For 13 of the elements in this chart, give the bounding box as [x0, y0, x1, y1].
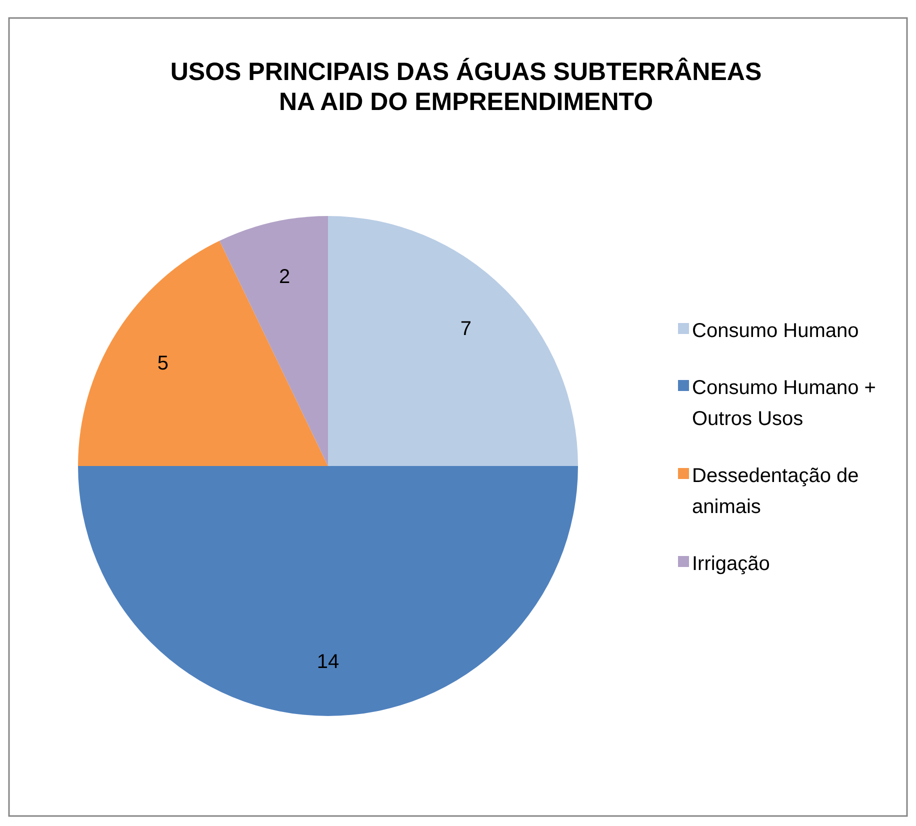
legend-label: Consumo Humano + Outros Usos — [692, 377, 876, 430]
legend-label: Irrigação — [692, 553, 770, 575]
legend-label: Dessedentação de animais — [692, 465, 859, 518]
data-label: 2 — [279, 266, 290, 288]
legend-label: Consumo Humano — [692, 320, 859, 342]
pie-slice — [220, 216, 328, 466]
pie-slice — [78, 240, 328, 466]
pie-slice — [78, 466, 578, 716]
data-label: 14 — [316, 651, 340, 673]
pie-slice — [328, 216, 578, 466]
data-label: 5 — [157, 352, 168, 374]
data-label: 7 — [460, 318, 472, 340]
chart-title: USOS PRINCIPAIS DAS ÁGUAS SUBTERRÂNEAS NA AID DO EMPREENDIMENTO — [170, 57, 762, 116]
